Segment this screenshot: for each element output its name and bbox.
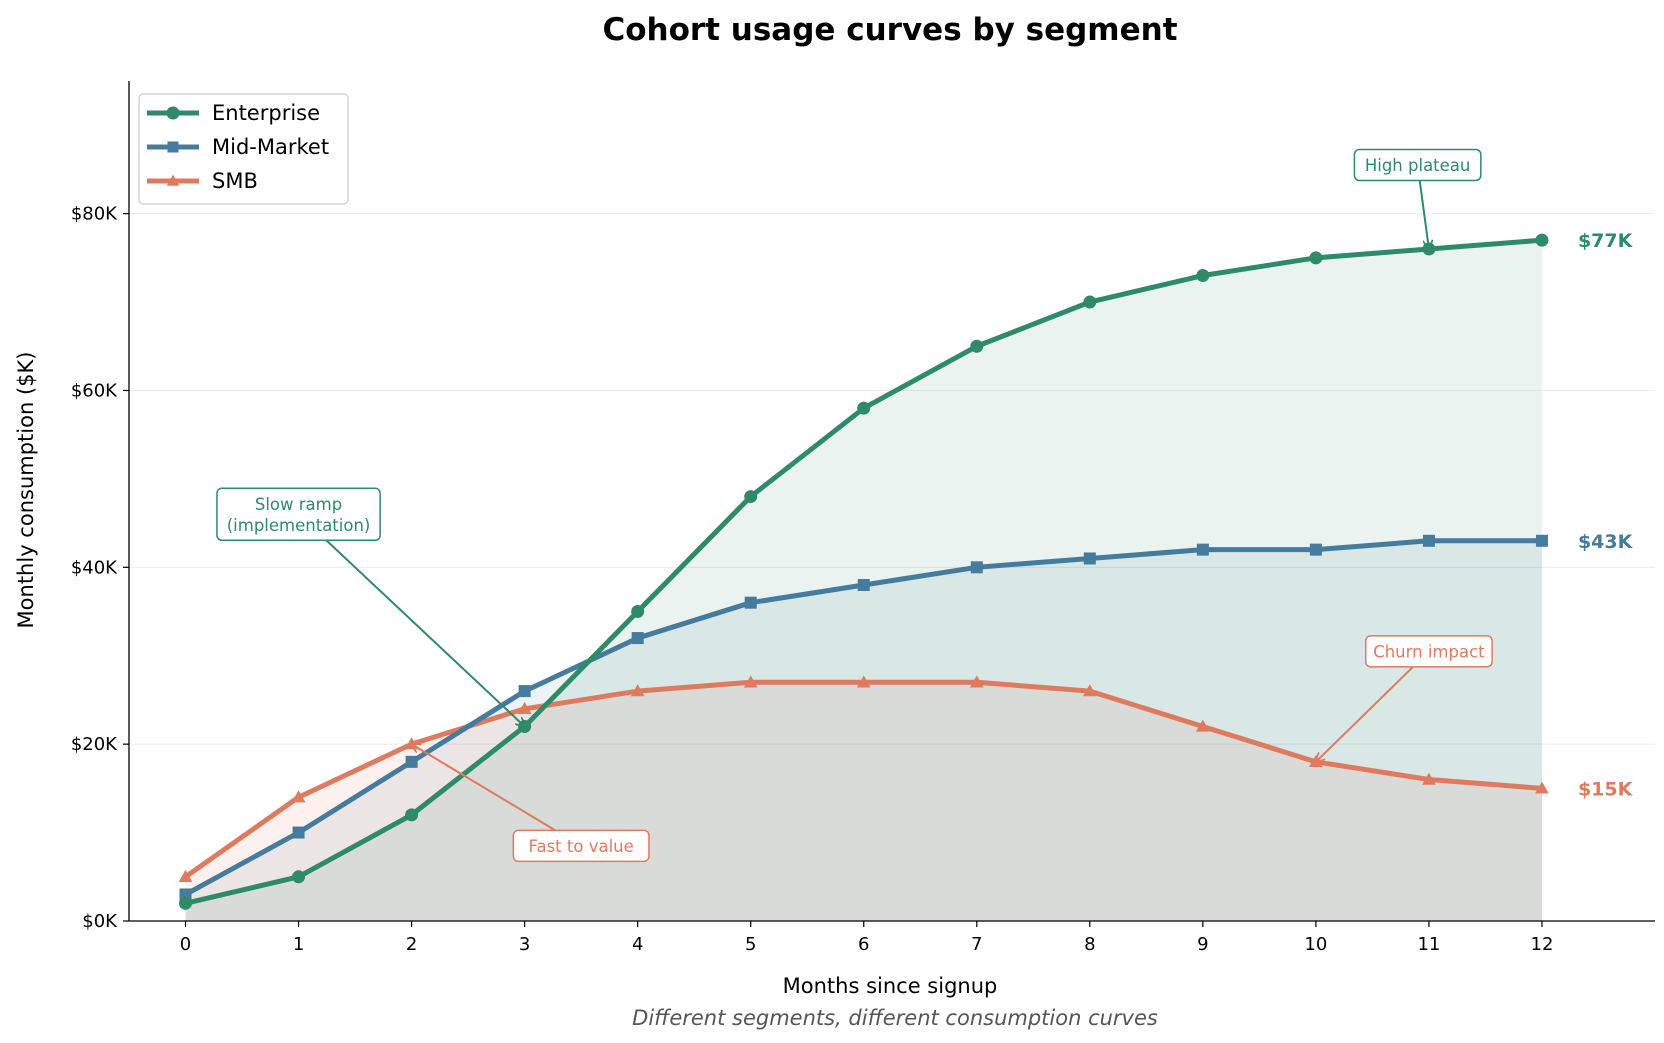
annotation-box-2 (512, 829, 650, 863)
x-tick-label-2: 2 (406, 934, 417, 955)
x-tick-label-1: 1 (293, 934, 304, 955)
point-mid-market-0 (179, 888, 192, 901)
y-tick-label-0: $0K (82, 911, 118, 932)
point-smb-5 (743, 675, 758, 688)
annotation-arrow-0 (1418, 180, 1429, 250)
x-axis-label: Months since signup (783, 974, 998, 998)
annotation-text-0-0: High plateau (1365, 156, 1471, 175)
point-mid-market-2 (405, 755, 418, 768)
y-tick-label-1: $20K (71, 734, 118, 755)
point-mid-market-9 (1196, 543, 1209, 556)
annotation-text-1-0: Slow ramp (255, 495, 342, 514)
annotation-arrow-2 (412, 744, 556, 832)
point-mid-market-4 (631, 632, 644, 645)
chart-caption: Different segments, different consumptio… (632, 1006, 1158, 1030)
point-enterprise-9 (1196, 269, 1210, 283)
annotation-box-1 (216, 487, 381, 542)
y-tick-label-2: $40K (71, 557, 118, 578)
x-tick-label-9: 9 (1197, 934, 1208, 955)
x-tick-label-0: 0 (180, 934, 191, 955)
point-mid-market-8 (1083, 552, 1096, 565)
area-fill-mid-market (185, 540, 1542, 921)
x-tick-label-6: 6 (858, 934, 869, 955)
point-enterprise-12 (1535, 233, 1549, 247)
point-smb-8 (1082, 684, 1097, 697)
end-labels: $77K $43K $15K (1578, 230, 1634, 800)
x-tick-label-5: 5 (745, 934, 756, 955)
point-enterprise-4 (631, 605, 645, 619)
point-mid-market-11 (1422, 534, 1435, 547)
annotation-text-2-0: Fast to value (529, 837, 634, 856)
point-mid-market-10 (1309, 543, 1322, 556)
y-tick-label-4: $80K (71, 204, 118, 225)
point-smb-3 (517, 701, 532, 714)
point-mid-market-12 (1535, 534, 1548, 547)
legend-label-enterprise: Enterprise (212, 101, 320, 125)
end-label-mid-market: $43K (1578, 531, 1634, 553)
point-enterprise-6 (857, 401, 871, 415)
x-tick-label-11: 11 (1417, 934, 1440, 955)
x-tick-label-10: 10 (1304, 934, 1327, 955)
point-mid-market-7 (970, 561, 983, 574)
point-smb-0 (178, 869, 193, 882)
annotation-box-0 (1353, 148, 1482, 182)
point-smb-6 (856, 675, 871, 688)
point-smb-12 (1535, 781, 1549, 794)
end-label-smb: $15K (1578, 778, 1634, 800)
legend-marker-enterprise (166, 106, 180, 120)
point-enterprise-2 (405, 808, 419, 822)
annotation-arrow-1 (325, 539, 524, 726)
point-enterprise-5 (744, 490, 758, 504)
point-enterprise-8 (1083, 295, 1097, 309)
annotation-text-1-1: (implementation) (227, 516, 371, 535)
annotations: High plateau Slow ramp (implementation) Fas… (216, 148, 1493, 863)
point-mid-market-5 (744, 596, 757, 609)
point-enterprise-1 (292, 870, 306, 884)
point-enterprise-10 (1309, 251, 1323, 265)
point-mid-market-1 (292, 826, 305, 839)
legend: Enterprise Mid-Market SMB (138, 93, 349, 205)
annotation-arrow-3 (1316, 666, 1414, 762)
annotation-box-3 (1364, 635, 1493, 668)
legend-box (138, 93, 349, 205)
legend-label-smb: SMB (212, 169, 258, 193)
legend-label-mid-market: Mid-Market (212, 135, 329, 159)
x-tick-label-4: 4 (632, 934, 643, 955)
point-enterprise-7 (970, 339, 984, 353)
point-mid-market-6 (857, 579, 870, 591)
end-label-enterprise: $77K (1578, 230, 1634, 252)
point-smb-1 (291, 790, 306, 803)
point-enterprise-0 (179, 896, 193, 910)
legend-marker-smb (166, 174, 180, 186)
x-tick-label-8: 8 (1084, 934, 1095, 955)
x-tick-label-7: 7 (971, 934, 982, 955)
point-smb-11 (1422, 772, 1436, 785)
annotation-text-3-0: Churn impact (1373, 642, 1485, 661)
x-tick-label-3: 3 (519, 934, 530, 955)
x-tick-label-12: 12 (1531, 934, 1554, 955)
chart-title: Cohort usage curves by segment (602, 12, 1177, 48)
y-axis-label: Monthly consumption ($K) (14, 352, 38, 629)
point-smb-7 (969, 675, 984, 688)
point-smb-9 (1195, 719, 1210, 732)
y-tick-label-3: $60K (71, 380, 118, 401)
point-smb-4 (630, 684, 645, 697)
point-mid-market-3 (518, 685, 531, 698)
legend-marker-mid-market (167, 141, 179, 153)
